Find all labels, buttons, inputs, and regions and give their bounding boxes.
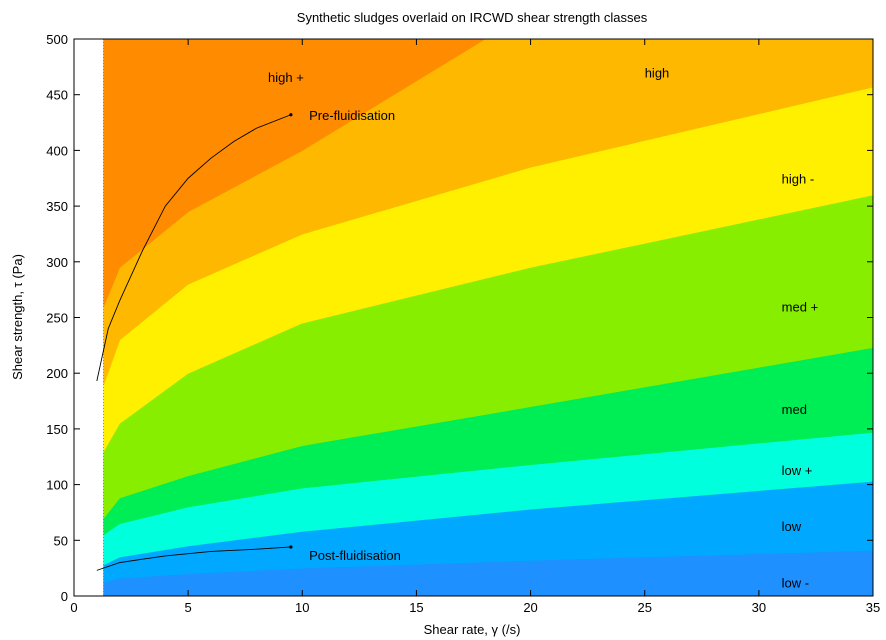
y-tick-label: 0 — [61, 589, 68, 604]
band-label-high-plus: high + — [268, 70, 304, 85]
x-tick-label: 25 — [637, 600, 651, 615]
x-tick-label: 35 — [866, 600, 880, 615]
y-tick-label: 100 — [46, 478, 68, 493]
band-label-low-plus: low + — [782, 463, 813, 478]
x-tick-label: 30 — [752, 600, 766, 615]
x-tick-label: 0 — [70, 600, 77, 615]
chart-title: Synthetic sludges overlaid on IRCWD shea… — [297, 10, 648, 25]
y-tick-label: 400 — [46, 143, 68, 158]
x-tick-label: 15 — [409, 600, 423, 615]
band-label-med: med — [782, 402, 807, 417]
series-label-preminusfluidisation: Pre-fluidisation — [309, 108, 395, 123]
series-endpoint-postminusfluidisation — [289, 545, 293, 549]
band-label-high: high — [645, 65, 670, 80]
y-axis-label: Shear strength, τ (Pa) — [10, 254, 25, 380]
series-endpoint-preminusfluidisation — [289, 113, 293, 117]
band-label-med-plus: med + — [782, 299, 819, 314]
y-axis-ticks: 0 50 100 150 200 250 300 350 400 450 500 — [46, 32, 873, 604]
y-tick-label: 500 — [46, 32, 68, 47]
y-tick-label: 300 — [46, 255, 68, 270]
series-postminusfluidisation — [96, 546, 291, 571]
band-label-low: low — [782, 519, 802, 534]
x-axis-ticks: 0 5 10 15 20 25 30 35 — [70, 39, 880, 615]
x-tick-label: 20 — [523, 600, 537, 615]
sludge-curves: Pre-fluidisation Post-fluidisation — [96, 108, 401, 571]
class-bands — [103, 38, 874, 597]
series-preminusfluidisation — [96, 114, 292, 382]
y-tick-label: 250 — [46, 311, 68, 326]
series-label-postminusfluidisation: Post-fluidisation — [309, 548, 401, 563]
band-labels: low - low low + med med + high - high high + — [268, 65, 818, 590]
y-tick-label: 200 — [46, 366, 68, 381]
y-tick-label: 50 — [54, 533, 68, 548]
y-tick-label: 150 — [46, 422, 68, 437]
x-tick-label: 5 — [185, 600, 192, 615]
x-axis-label: Shear rate, γ (/s) — [424, 622, 521, 637]
x-tick-label: 10 — [295, 600, 309, 615]
band-label-low-minus: low - — [782, 576, 809, 591]
band-label-high-minus: high - — [782, 171, 815, 186]
y-tick-label: 350 — [46, 199, 68, 214]
y-tick-label: 450 — [46, 88, 68, 103]
